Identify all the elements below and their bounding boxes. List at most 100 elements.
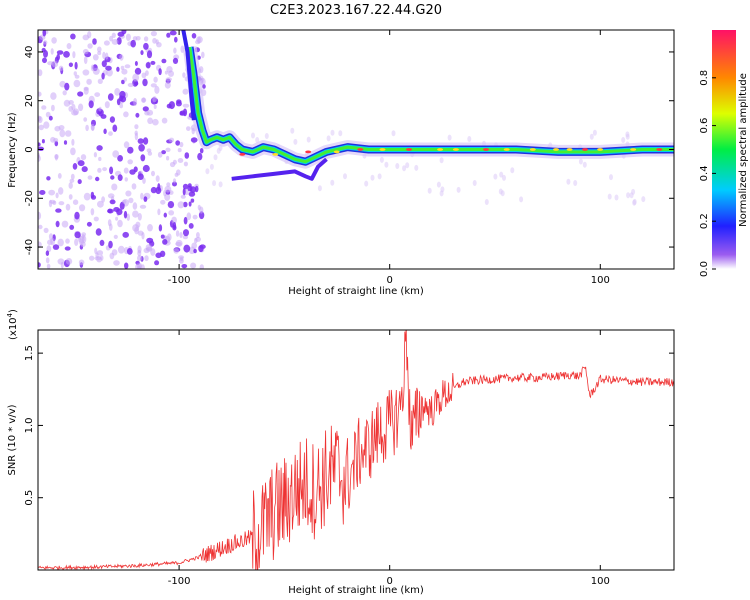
heatmap-cell (81, 166, 88, 173)
colorbar-tick-label: 0.6 (699, 118, 710, 134)
heatmap-cell (142, 177, 146, 184)
heatmap-cell (338, 130, 343, 137)
heatmap-cell (65, 203, 71, 211)
heatmap-cell (128, 197, 134, 204)
heatmap-cell (51, 104, 55, 112)
heatmap-cell (182, 72, 186, 78)
heatmap-cell (194, 185, 199, 193)
heatmap-cell (83, 192, 91, 201)
heatmap-cell (143, 42, 149, 50)
heatmap-cell (177, 201, 185, 209)
heatmap-cell (456, 186, 461, 193)
snr-series-line (38, 330, 674, 570)
heatmap-cell (132, 202, 138, 210)
heatmap-cell (165, 77, 172, 82)
heatmap-cell (59, 129, 66, 138)
heatmap-cell (102, 167, 107, 172)
heatmap-cell (45, 111, 51, 118)
heatmap-cell (172, 178, 177, 184)
heatmap-cell (162, 239, 168, 245)
heatmap-cell (64, 246, 71, 251)
heatmap-cell (614, 194, 619, 201)
heatmap-cell (94, 92, 101, 97)
snr-ticks: -100 0 100 0.5 1.0 1.5 (24, 330, 674, 587)
heatmap-cell (183, 161, 188, 167)
heatmap-cell (113, 207, 120, 212)
heatmap-cell (77, 179, 82, 185)
heatmap-cell (364, 180, 369, 187)
heatmap-cell (484, 199, 489, 205)
heatmap-cell (264, 133, 269, 139)
heatmap-cell (135, 36, 141, 41)
heatmap-cell (88, 100, 94, 109)
heatmap-cell (107, 208, 113, 214)
heatmap-cell (625, 131, 630, 138)
heatmap-cell (45, 257, 50, 264)
heatmap-cell (157, 151, 163, 158)
heatmap-cell (81, 232, 87, 237)
heatmap-cell (111, 183, 118, 191)
heatmap-cell (122, 199, 127, 204)
heatmap-cell (143, 137, 149, 145)
heatmap-cell (140, 154, 146, 162)
heatmap-cell (631, 188, 636, 195)
heatmap-cell (119, 201, 125, 210)
heatmap-cell (123, 111, 129, 118)
heatmap-cell (607, 193, 612, 200)
heatmap-cell (198, 245, 204, 253)
heatmap-cell (92, 38, 97, 45)
heatmap-cell (147, 117, 154, 125)
heatmap-cell (140, 192, 144, 200)
heatmap-cell (103, 128, 107, 135)
heatmap-cell (173, 47, 177, 54)
heatmap-cell (172, 57, 179, 64)
heatmap-cell (105, 52, 109, 60)
heatmap-cell (116, 66, 120, 72)
heatmap-cell (519, 196, 524, 203)
heatmap-cell (43, 40, 48, 45)
heatmap-cell (55, 208, 62, 213)
heatmap-cell (113, 260, 120, 266)
heatmap-cell (182, 187, 186, 196)
heatmap-cell (293, 138, 298, 145)
heatmap-cell (632, 198, 637, 205)
heatmap-cell (132, 73, 140, 82)
heatmap-cell (63, 99, 71, 107)
heatmap-cell (186, 126, 191, 131)
heatmap-cell (427, 187, 432, 194)
heatmap-cell (141, 97, 147, 103)
heatmap-cell (62, 90, 67, 96)
heatmap-cell (87, 43, 93, 49)
heatmap-cell (153, 104, 157, 109)
heatmap-cell (46, 176, 51, 181)
heatmap-cell (188, 201, 192, 207)
heatmap-cell (82, 69, 90, 76)
heatmap-cell (159, 250, 166, 257)
y-tick-label: -20 (24, 190, 35, 206)
heatmap-cell (123, 167, 129, 174)
heatmap-cell (117, 245, 125, 254)
heatmap-cell (94, 247, 98, 254)
heatmap-cell (199, 148, 204, 154)
heatmap-cell (152, 118, 159, 126)
y-tick-label: 40 (24, 46, 35, 59)
heatmap-cell (251, 132, 255, 139)
heatmap-peak (272, 153, 279, 156)
heatmap-cell (46, 263, 51, 269)
heatmap-cell (157, 183, 161, 191)
heatmap-cell (500, 190, 505, 197)
heatmap-cell (391, 130, 396, 137)
heatmap-cell (199, 264, 204, 269)
heatmap-cell (472, 180, 477, 186)
heatmap-cell (113, 234, 118, 239)
heatmap-cell (70, 173, 75, 180)
heatmap-cell (317, 185, 322, 192)
colorbar-tick-label: 0.8 (699, 70, 710, 86)
heatmap-cell (122, 231, 129, 238)
heatmap-cell (116, 98, 121, 106)
heatmap-cell (125, 190, 132, 197)
heatmap-cell (64, 82, 70, 91)
heatmap-cell (137, 213, 142, 221)
heatmap-cell (65, 238, 70, 244)
heatmap-cell (306, 136, 311, 143)
